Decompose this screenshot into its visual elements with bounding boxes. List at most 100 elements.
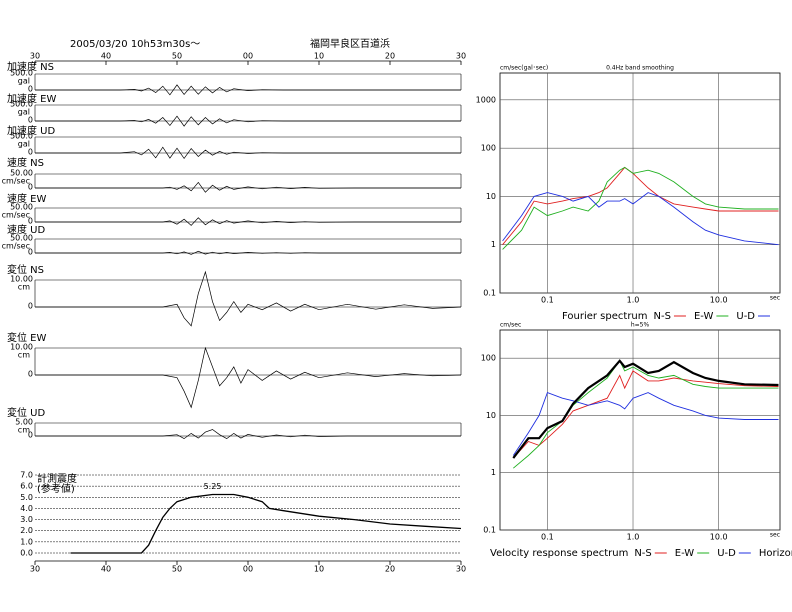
y-tick-label: 0.0 (20, 549, 33, 558)
y-tick-label: 6.0 (20, 482, 33, 491)
x-tick-label: 50 (172, 52, 182, 61)
legend-label: N-S (634, 548, 651, 559)
plot-frame (499, 72, 781, 294)
y-tick-label: 50.00 (10, 234, 33, 243)
unit-label: gal (18, 77, 30, 86)
spectrum-line (502, 192, 779, 246)
y-tick-label: 500.0 (10, 69, 33, 78)
spectrum-line (502, 166, 779, 250)
spectrum-line (502, 166, 779, 245)
trace-label: 加速度 EW (7, 92, 56, 105)
y-axis-label: cm/sec(gal･sec) (500, 65, 548, 72)
y-tick-label: 0 (28, 248, 33, 257)
x-tick-label: 20 (385, 565, 395, 574)
waveform (35, 270, 462, 327)
spectrum-line (512, 392, 779, 456)
waveform (35, 429, 461, 440)
x-tick-label: 10.0 (710, 296, 728, 305)
y-axis-label: (参考値) (37, 482, 75, 495)
x-tick-label: 30 (30, 52, 40, 61)
x-tick-label: 1.0 (627, 533, 640, 542)
spectrum-line (512, 370, 779, 459)
y-tick-label: 0 (28, 370, 33, 379)
y-tick-label: 50.00 (10, 169, 33, 178)
x-tick-label: 30 (456, 565, 466, 574)
y-tick-label: 10 (486, 192, 496, 201)
y-tick-label: 50.00 (10, 203, 33, 212)
y-tick-label: 0 (28, 85, 33, 94)
y-tick-label: 5.0 (20, 493, 33, 502)
legend-label: U-D (717, 548, 736, 559)
x-tick-label: 1.0 (627, 296, 640, 305)
legend-label: E-W (675, 548, 695, 559)
waveform (35, 146, 461, 160)
waveform (35, 181, 461, 193)
y-tick-label: 3.0 (20, 515, 33, 524)
trace-label: 速度 EW (7, 192, 46, 205)
y-tick-label: 1.0 (20, 537, 33, 546)
y-tick-label: 0.1 (483, 526, 496, 535)
subtitle: h=5% (631, 322, 650, 329)
y-tick-label: 0 (28, 148, 33, 157)
unit-label: cm/sec (2, 242, 30, 251)
x-tick-label: 10.0 (710, 533, 728, 542)
waveform (35, 84, 461, 96)
spectrum-line (513, 359, 779, 469)
intensity-line (70, 493, 462, 554)
y-tick-label: 7.0 (20, 471, 33, 480)
subtitle: 0.4Hz band smoothing (606, 65, 674, 72)
x-axis-label: sec (770, 295, 780, 302)
y-tick-label: 2.0 (20, 526, 33, 535)
unit-label: cm (18, 351, 30, 360)
y-tick-label: 5.00 (15, 418, 33, 427)
unit-label: gal (18, 140, 30, 149)
x-tick-label: 00 (243, 52, 253, 61)
x-tick-label: 0.1 (541, 296, 554, 305)
trace-label: 変位 EW (7, 331, 46, 344)
x-tick-label: 20 (385, 52, 395, 61)
spectrum-line (512, 359, 779, 459)
legend-label: N-S (654, 311, 671, 322)
legend-label: E-W (694, 311, 714, 322)
legend-label: U-D (736, 311, 755, 322)
x-tick-label: 0.1 (541, 533, 554, 542)
x-tick-label: 50 (172, 565, 182, 574)
trace-label: 加速度 NS (7, 60, 54, 73)
y-tick-label: 1000 (476, 95, 496, 104)
trace-label: 変位 NS (7, 263, 44, 276)
trace-label: 変位 UD (7, 406, 45, 419)
unit-label: cm (18, 283, 30, 292)
trace-label: 速度 UD (7, 223, 45, 236)
x-tick-label: 30 (456, 52, 466, 61)
peak-label: 5.25 (204, 482, 222, 491)
unit-label: cm (18, 426, 30, 435)
unit-label: cm/sec (2, 177, 30, 186)
y-tick-label: 10.00 (10, 343, 33, 352)
y-tick-label: 1 (491, 240, 496, 249)
x-tick-label: 40 (101, 52, 111, 61)
y-tick-label: 0 (28, 217, 33, 226)
y-tick-label: 0 (28, 302, 33, 311)
y-tick-label: 500.0 (10, 100, 33, 109)
x-tick-label: 10 (314, 565, 324, 574)
x-tick-label: 30 (30, 565, 40, 574)
waveform (35, 346, 462, 409)
y-tick-label: 100 (481, 354, 496, 363)
date-label: 2005/03/20 10h53m30s～ (70, 39, 200, 50)
plot-frame (499, 329, 781, 531)
y-tick-label: 0 (28, 183, 33, 192)
y-tick-label: 10.00 (10, 275, 33, 284)
y-axis-label: 計測震度 (37, 472, 77, 485)
y-axis-label: cm/sec (500, 322, 521, 329)
trace-label: 加速度 UD (7, 124, 55, 137)
y-tick-label: 0 (28, 116, 33, 125)
y-tick-label: 0.1 (483, 289, 496, 298)
x-axis-label: sec (770, 532, 780, 539)
y-tick-label: 0 (28, 431, 33, 440)
unit-label: gal (18, 108, 30, 117)
y-tick-label: 10 (486, 411, 496, 420)
x-tick-label: 10 (314, 52, 324, 61)
y-tick-label: 100 (481, 144, 496, 153)
